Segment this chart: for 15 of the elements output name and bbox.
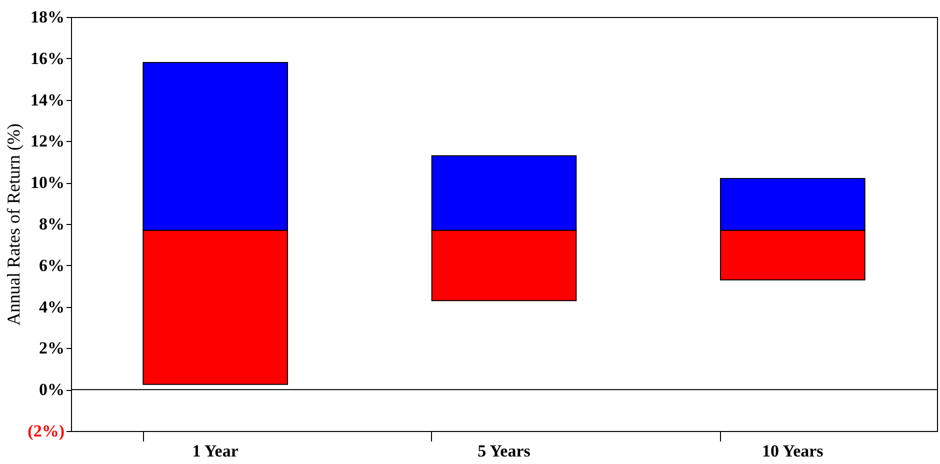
- y-tick-label: 14%: [30, 90, 64, 110]
- y-tick-label: (2%): [28, 422, 64, 440]
- x-tick-label: 10 Years: [762, 442, 824, 460]
- y-tick-label: 0%: [39, 380, 64, 400]
- y-tick-label: 6%: [39, 256, 64, 275]
- y-axis-title: Annual Rates of Return (%): [4, 124, 24, 326]
- y-tick-label: 8%: [39, 214, 64, 234]
- x-tick-label: 1 Year: [192, 442, 239, 460]
- y-tick-label: 18%: [30, 8, 64, 26]
- y-tick-label: 10%: [30, 173, 64, 192]
- y-tick-label: 2%: [39, 338, 64, 358]
- y-tick-label: 12%: [30, 132, 64, 151]
- y-tick-label: 16%: [30, 48, 64, 68]
- y-tick-label: 4%: [39, 297, 64, 316]
- x-tick-label: 5 Years: [478, 442, 531, 460]
